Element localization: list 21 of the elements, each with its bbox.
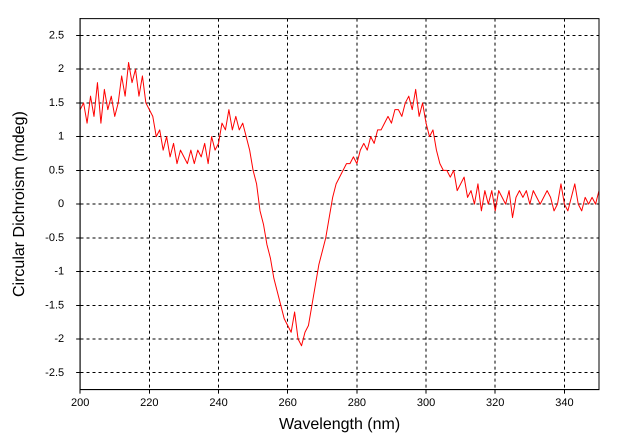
x-tick-label: 280: [348, 397, 366, 410]
y-tick-label: -2: [54, 333, 64, 346]
x-tick-label: 320: [486, 397, 504, 410]
y-axis-title: Circular Dichroism (mdeg): [11, 111, 28, 298]
x-axis-title: Wavelength (nm): [278, 416, 400, 433]
x-tick-label: 220: [140, 397, 159, 410]
x-tick-label: 300: [416, 397, 436, 410]
y-tick-label: 0.5: [48, 164, 64, 176]
y-tick-label: 1.5: [48, 96, 64, 109]
x-tick-label: 240: [209, 397, 228, 410]
y-tick-label: -2.5: [45, 366, 64, 379]
y-tick-label: 2.5: [48, 29, 64, 42]
x-tick-label: 340: [555, 397, 574, 410]
x-tick-label: 260: [278, 397, 297, 410]
y-tick-label: -1: [54, 266, 64, 278]
x-tick-label: 200: [70, 397, 90, 410]
y-tick-label: -1.5: [45, 299, 64, 312]
y-tick-label: 2: [58, 63, 64, 76]
y-tick-label: 1: [58, 130, 64, 143]
y-tick-label: -0.5: [45, 232, 64, 244]
y-tick-label: 0: [58, 198, 64, 210]
